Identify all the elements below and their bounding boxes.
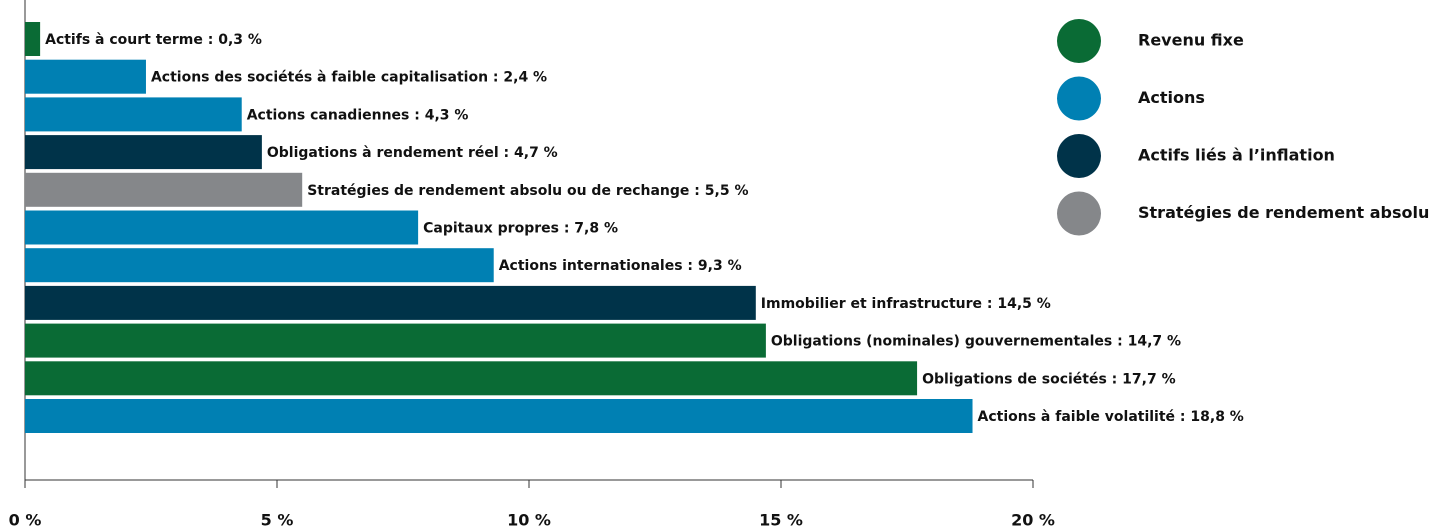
bar (25, 97, 242, 132)
x-tick-label: 5 % (261, 511, 294, 530)
x-tick-label: 20 % (1011, 511, 1055, 530)
data-label: Capitaux propres : 7,8 % (423, 221, 618, 237)
legend-label: Revenu fixe (1138, 31, 1244, 50)
data-label: Actions internationales : 9,3 % (499, 258, 742, 274)
legend-swatch (1057, 76, 1101, 121)
x-tick-label: 0 % (9, 511, 42, 530)
bar (25, 323, 766, 358)
data-label: Actions canadiennes : 4,3 % (247, 107, 469, 123)
legend-swatch (1057, 191, 1101, 236)
legend-label: Actifs liés à l’inflation (1138, 146, 1335, 165)
x-tick-label: 15 % (759, 511, 803, 530)
bar (25, 361, 918, 396)
data-label: Obligations (nominales) gouvernementales… (771, 334, 1181, 350)
data-label: Obligations de sociétés : 17,7 % (922, 371, 1176, 387)
legend-swatch (1057, 134, 1101, 178)
bar (25, 59, 146, 94)
bar (25, 285, 756, 320)
bar (25, 399, 973, 433)
data-label: Actions à faible volatilité : 18,8 % (978, 409, 1244, 425)
legend-label: Actions (1138, 88, 1205, 107)
bar (25, 172, 303, 207)
bar (25, 22, 41, 56)
data-label: Obligations à rendement réel : 4,7 % (267, 145, 558, 161)
x-tick-label: 10 % (507, 511, 551, 530)
data-label: Actions des sociétés à faible capitalisa… (151, 70, 547, 86)
bar (25, 135, 262, 170)
legend-label: Stratégies de rendement absolu (1138, 203, 1429, 222)
data-label: Actifs à court terme : 0,3 % (45, 32, 262, 48)
bar (25, 248, 494, 283)
data-label: Immobilier et infrastructure : 14,5 % (761, 296, 1051, 312)
legend-swatch (1057, 19, 1101, 63)
data-label: Stratégies de rendement absolu ou de rec… (307, 183, 748, 199)
bar (25, 210, 419, 245)
